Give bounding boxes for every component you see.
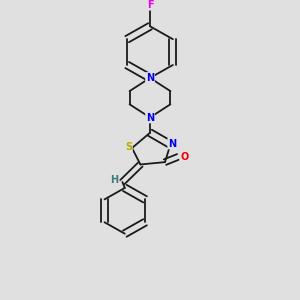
Text: F: F bbox=[147, 0, 153, 10]
Text: H: H bbox=[110, 175, 118, 185]
Text: N: N bbox=[146, 112, 154, 122]
Text: N: N bbox=[168, 139, 176, 148]
Text: O: O bbox=[180, 152, 188, 162]
Text: N: N bbox=[146, 73, 154, 83]
Text: S: S bbox=[125, 142, 132, 152]
